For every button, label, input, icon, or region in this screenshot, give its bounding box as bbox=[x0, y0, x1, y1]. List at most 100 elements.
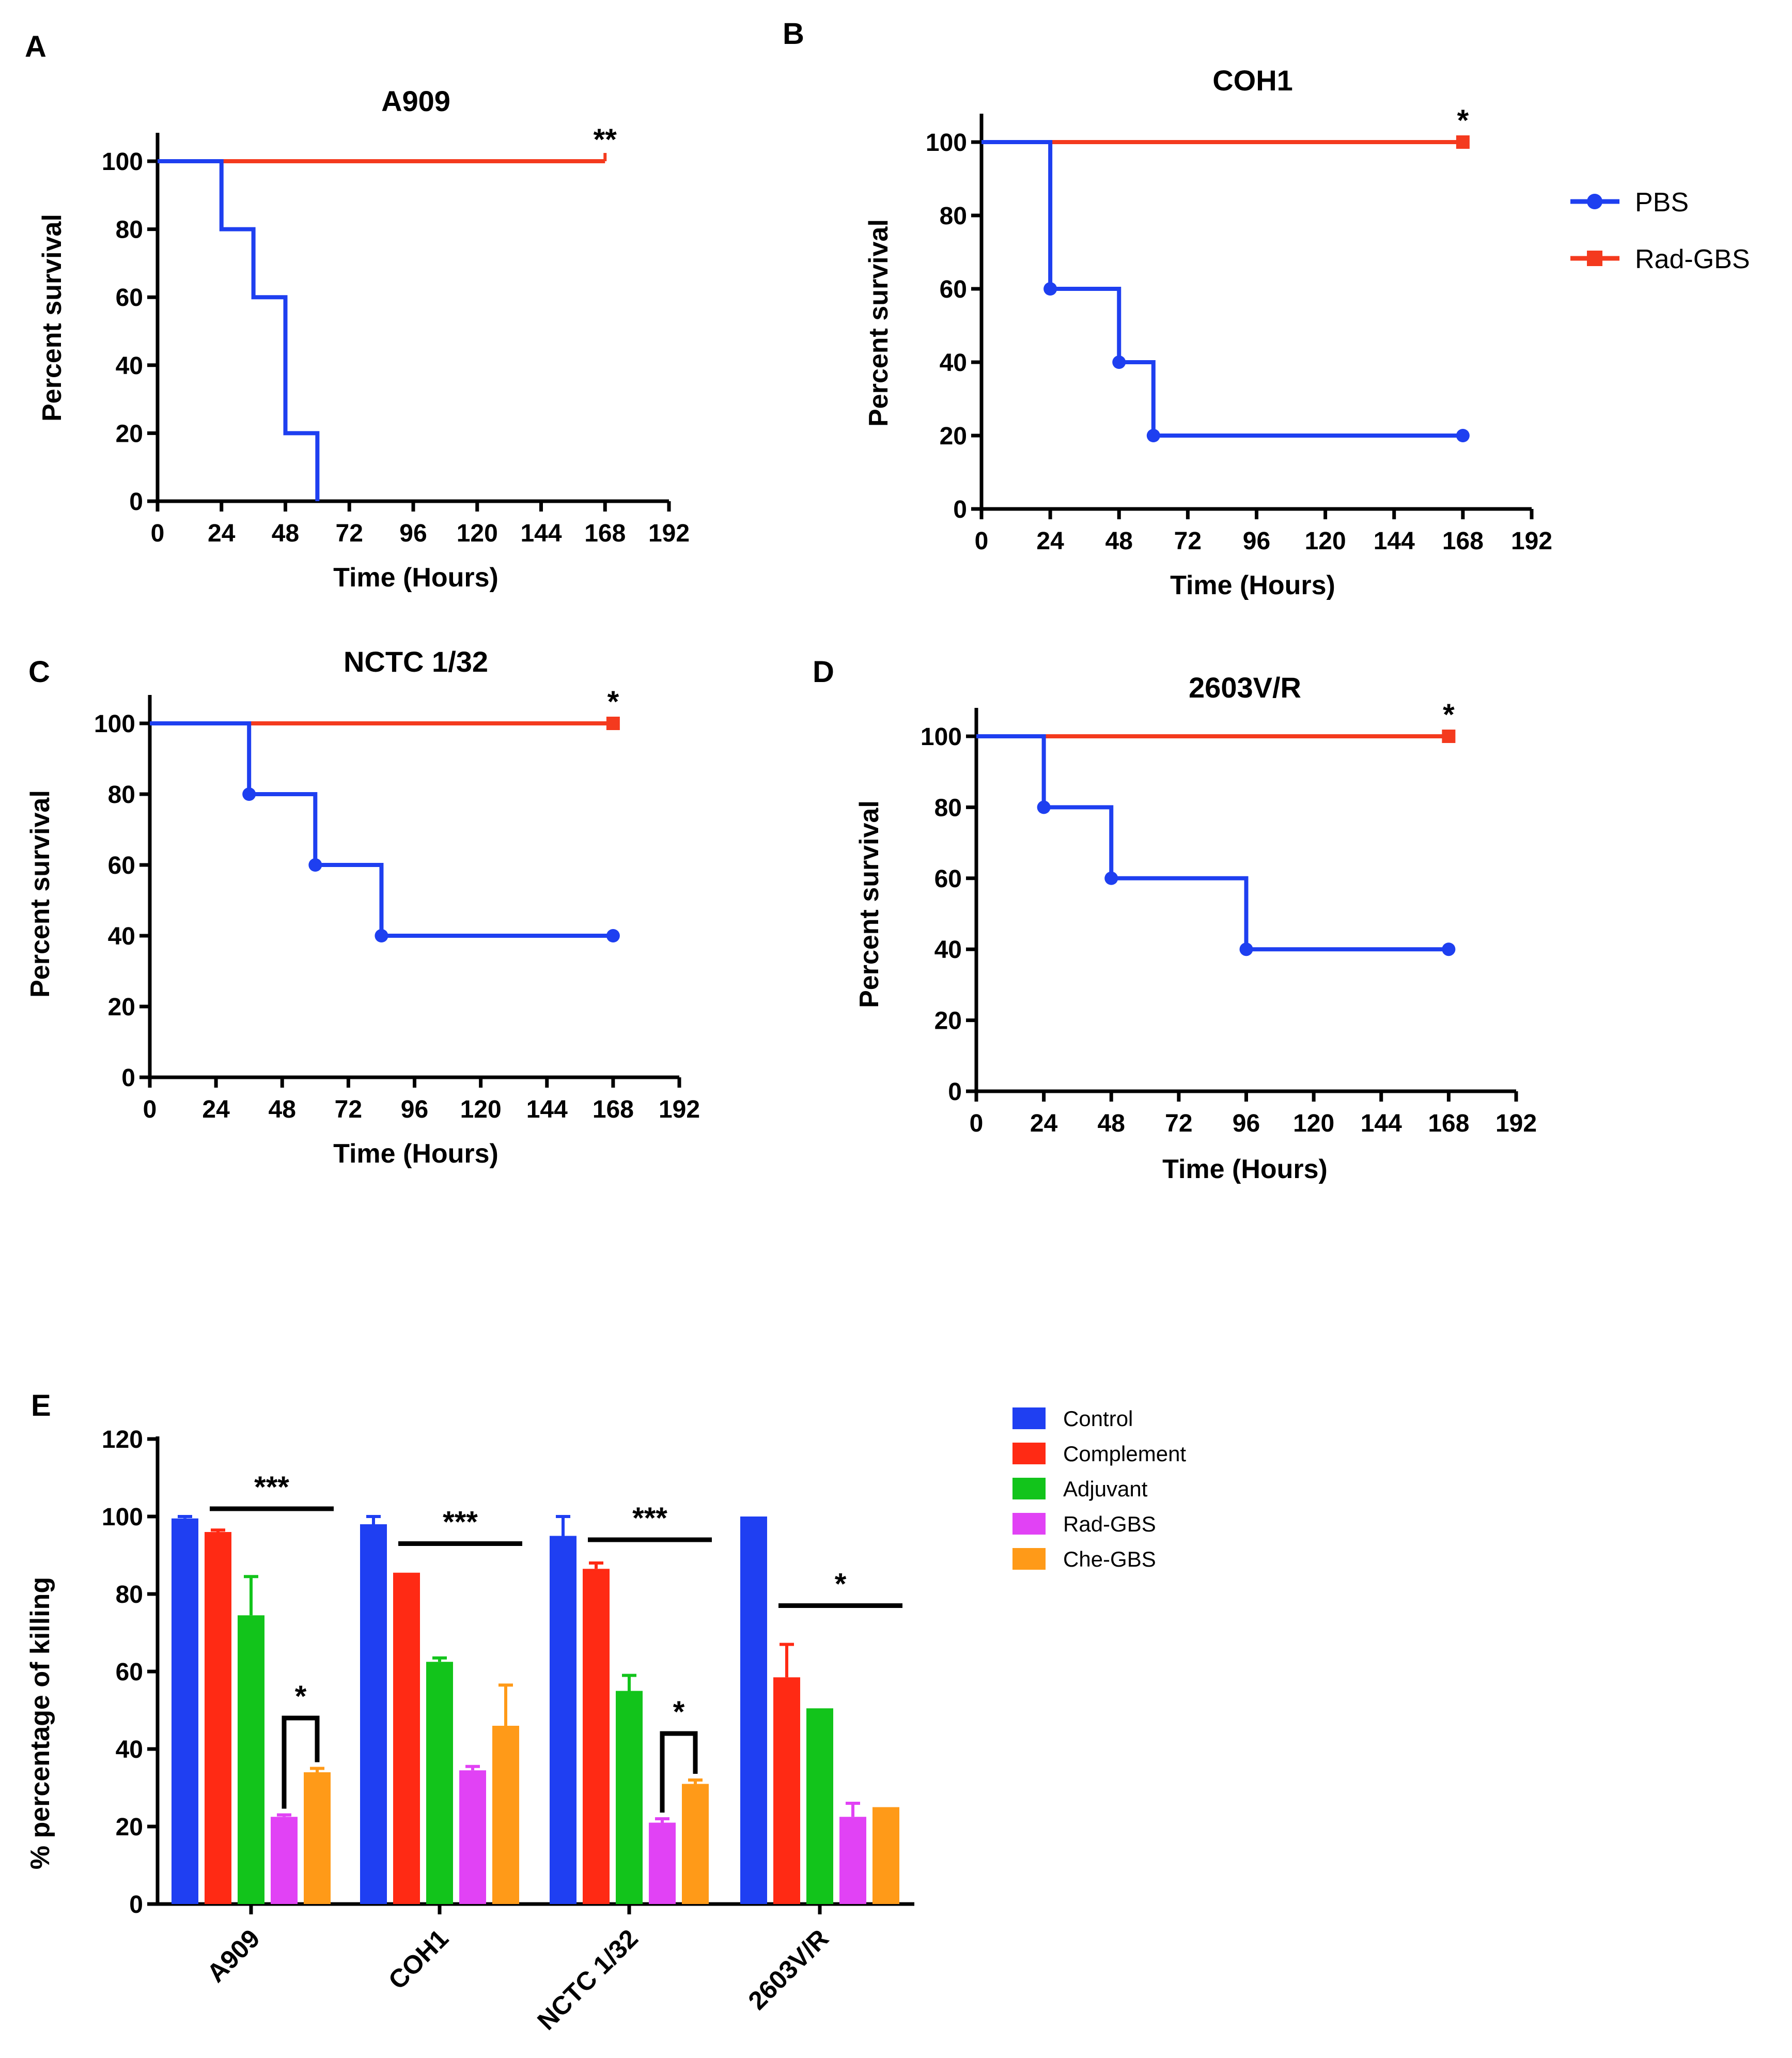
pbs-survival-line bbox=[150, 721, 613, 938]
y-tick-label: 60 bbox=[108, 852, 135, 879]
x-tick-label: 72 bbox=[336, 520, 363, 547]
pbs-data-point bbox=[606, 929, 620, 942]
category-label: NCTC 1/32 bbox=[532, 1924, 643, 2035]
x-tick-label: 96 bbox=[1243, 528, 1270, 555]
control-bar bbox=[550, 1536, 576, 1904]
y-tick-label: 40 bbox=[934, 936, 962, 964]
complement-bar bbox=[393, 1572, 420, 1904]
x-tick-label: 144 bbox=[1374, 528, 1415, 555]
x-tick-label: 120 bbox=[457, 520, 498, 547]
x-tick-label: 72 bbox=[1174, 528, 1202, 555]
rad-gbs-data-point bbox=[1456, 135, 1470, 149]
complement-bar bbox=[205, 1532, 231, 1904]
rad-gbs-bar bbox=[271, 1817, 298, 1904]
legend-complement-label: Complement bbox=[1063, 1442, 1186, 1466]
x-tick-label: 96 bbox=[401, 1096, 428, 1123]
panel-letter-d: D bbox=[813, 655, 834, 689]
che-gbs-bar bbox=[872, 1807, 899, 1904]
adjuvant-bar bbox=[616, 1691, 643, 1904]
y-tick-label: 40 bbox=[940, 349, 967, 377]
y-tick-label: 20 bbox=[116, 1814, 143, 1841]
x-tick-label: 0 bbox=[975, 528, 989, 555]
panel-letter-b: B bbox=[783, 17, 804, 51]
panel-a-survival-chart: A A909 Time (Hours) Percent survival 0 24… bbox=[25, 30, 690, 593]
y-tick-label: 60 bbox=[116, 1659, 143, 1686]
adjuvant-bar bbox=[426, 1662, 453, 1904]
significance-bracket bbox=[282, 1715, 320, 1809]
significance-marker: *** bbox=[443, 1506, 478, 1539]
y-tick-label: 120 bbox=[102, 1426, 143, 1453]
x-tick-label: 48 bbox=[1105, 528, 1133, 555]
legend-pbs-marker bbox=[1587, 194, 1602, 209]
control-bar bbox=[360, 1524, 387, 1904]
x-tick-label: 168 bbox=[593, 1096, 634, 1123]
adjuvant-bar bbox=[806, 1708, 833, 1904]
panel-d-axes: 0 24 48 72 96 120 144 168 192 0 20 40 60 80 100 bbox=[921, 708, 1537, 1137]
x-tick-label: 192 bbox=[1511, 528, 1552, 555]
y-tick-label: 100 bbox=[926, 129, 967, 157]
y-tick-label: 0 bbox=[953, 496, 967, 523]
y-tick-label: 80 bbox=[934, 794, 962, 822]
legend-rad-gbs-label: Rad-GBS bbox=[1635, 244, 1750, 274]
rad-gbs-data-point bbox=[1442, 730, 1456, 743]
legend-control-swatch bbox=[1012, 1407, 1046, 1429]
y-tick-label: 60 bbox=[116, 284, 143, 312]
significance-marker: * bbox=[1443, 698, 1455, 732]
significance-marker: *** bbox=[632, 1502, 667, 1535]
panel-c-x-axis-title: Time (Hours) bbox=[333, 1139, 498, 1169]
panel-a-x-axis-title: Time (Hours) bbox=[333, 563, 498, 593]
legend-che-gbs-label: Che-GBS bbox=[1063, 1547, 1156, 1571]
killing-legend: Control Complement Adjuvant Rad-GBS Che-GBS bbox=[1012, 1406, 1186, 1571]
significance-marker: ** bbox=[594, 123, 617, 157]
panel-b-axes: 0 24 48 72 96 120 144 168 192 0 20 40 60 80 100 bbox=[926, 114, 1552, 555]
x-tick-label: 120 bbox=[460, 1096, 502, 1123]
pbs-data-point bbox=[1146, 429, 1160, 442]
pbs-data-point bbox=[1112, 355, 1126, 369]
pbs-data-point bbox=[1239, 942, 1253, 956]
significance-marker: *** bbox=[254, 1471, 289, 1504]
complement-bar bbox=[583, 1569, 610, 1904]
panel-c-axes: 0 24 48 72 96 120 144 168 192 0 20 40 60 80 100 bbox=[94, 695, 700, 1123]
panel-e-killing-bar-chart: E % percentage of killing 0 20 40 60 80 100 12… bbox=[25, 1389, 914, 2036]
pbs-data-point bbox=[308, 858, 322, 872]
pbs-data-point bbox=[1037, 800, 1051, 814]
panel-d-x-axis-title: Time (Hours) bbox=[1162, 1154, 1328, 1184]
y-tick-label: 100 bbox=[102, 1504, 143, 1531]
rad-gbs-data-point bbox=[606, 717, 620, 730]
significance-marker: * bbox=[1457, 104, 1469, 137]
x-tick-label: 24 bbox=[202, 1096, 230, 1123]
panel-letter-a: A bbox=[25, 30, 46, 64]
y-tick-label: 80 bbox=[108, 781, 135, 809]
x-tick-label: 120 bbox=[1305, 528, 1346, 555]
legend-control-label: Control bbox=[1063, 1406, 1133, 1431]
adjuvant-bar bbox=[238, 1615, 264, 1904]
x-tick-label: 72 bbox=[1165, 1110, 1192, 1137]
y-tick-label: 40 bbox=[108, 923, 135, 950]
y-tick-label: 40 bbox=[116, 352, 143, 380]
complement-bar bbox=[773, 1677, 800, 1904]
panel-d-title: 2603V/R bbox=[1189, 671, 1301, 704]
x-tick-label: 24 bbox=[1030, 1110, 1058, 1137]
y-tick-label: 0 bbox=[948, 1078, 962, 1106]
panel-letter-e: E bbox=[31, 1389, 51, 1422]
x-tick-label: 48 bbox=[269, 1096, 296, 1123]
x-tick-label: 24 bbox=[1036, 528, 1064, 555]
pbs-data-point bbox=[1456, 429, 1470, 442]
panel-b-y-axis-title: Percent survival bbox=[864, 219, 894, 427]
x-tick-label: 144 bbox=[1361, 1110, 1402, 1137]
pbs-data-point bbox=[1104, 871, 1118, 885]
y-tick-label: 100 bbox=[94, 710, 135, 738]
y-tick-label: 100 bbox=[921, 723, 962, 751]
x-tick-label: 0 bbox=[151, 520, 165, 547]
control-bar bbox=[740, 1517, 767, 1904]
pbs-survival-line bbox=[158, 159, 320, 501]
pbs-data-point bbox=[1442, 942, 1456, 956]
panel-d-survival-chart: D 2603V/R Time (Hours) Percent survival … bbox=[813, 655, 1537, 1184]
y-tick-label: 60 bbox=[934, 865, 962, 893]
panel-e-y-axis-title: % percentage of killing bbox=[25, 1577, 55, 1869]
panel-b-x-axis-title: Time (Hours) bbox=[1170, 570, 1335, 600]
category-label: COH1 bbox=[383, 1924, 454, 1995]
x-tick-label: 192 bbox=[1495, 1110, 1537, 1137]
pbs-data-point bbox=[1043, 282, 1057, 296]
